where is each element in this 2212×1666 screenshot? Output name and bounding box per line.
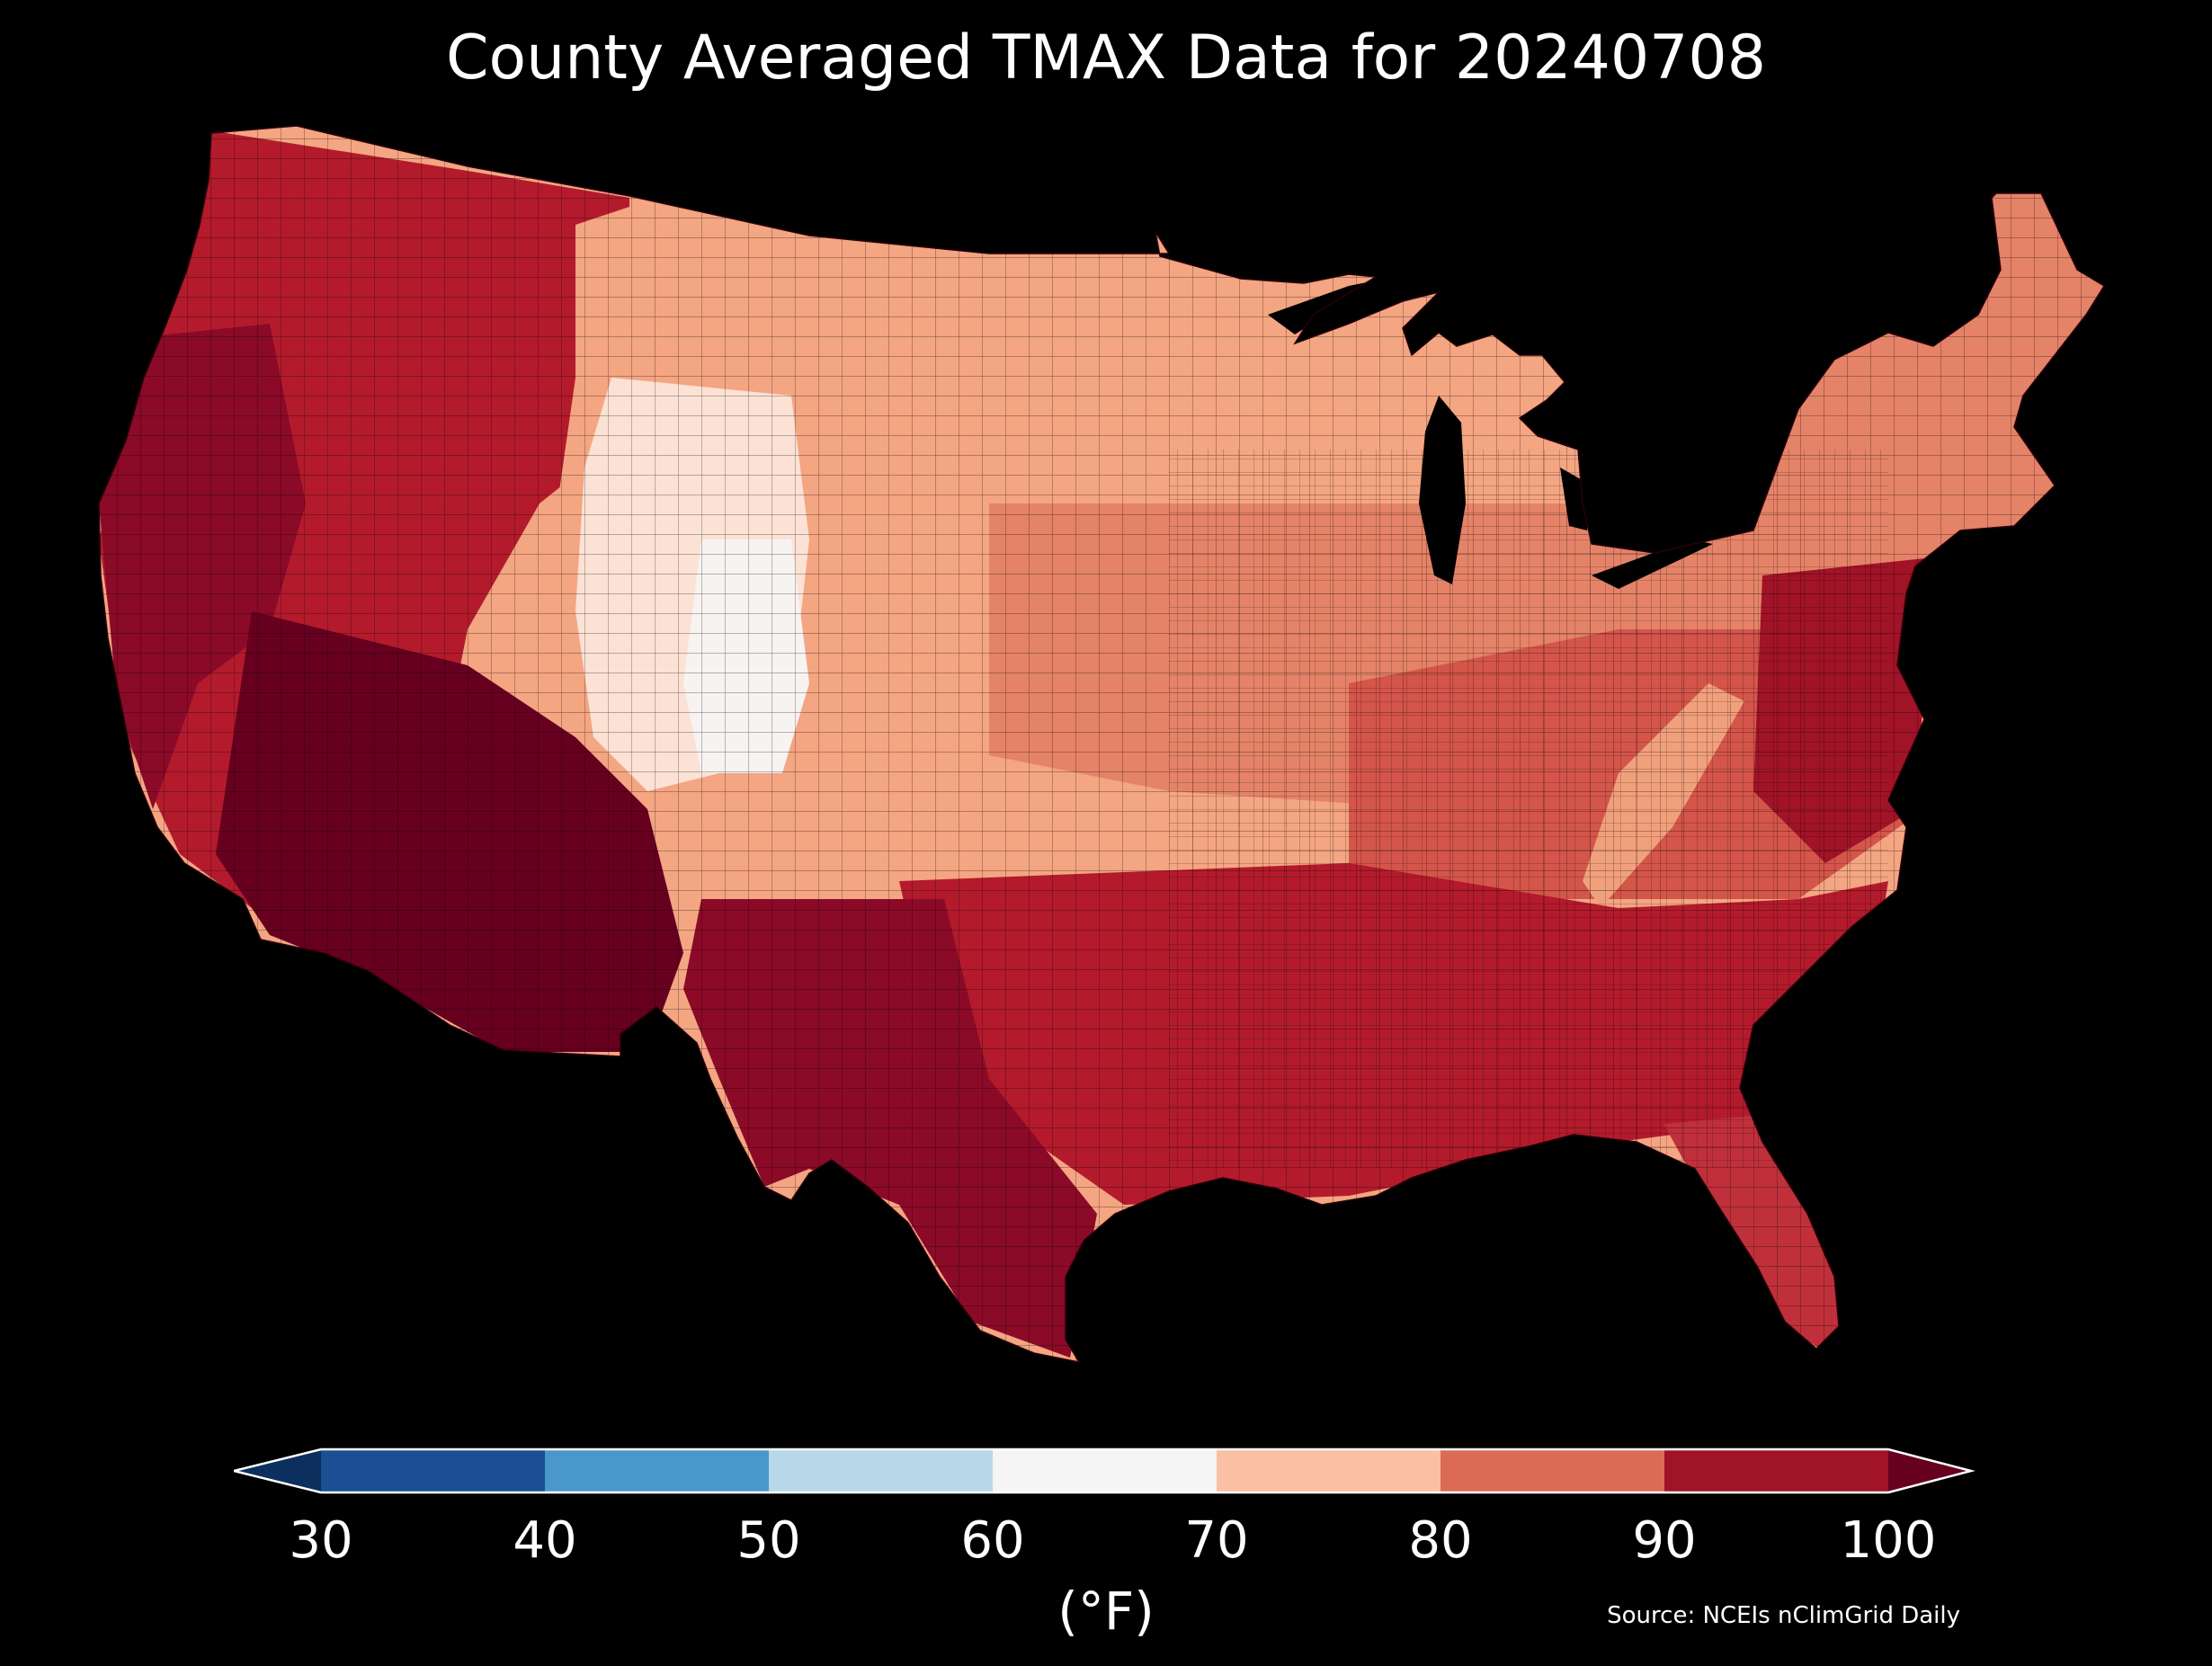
colorbar-bin-90-100 — [1664, 1449, 1889, 1492]
county-fills — [99, 126, 2104, 1362]
colorbar-tick-label: 30 — [289, 1511, 353, 1570]
map-title: County Averaged TMAX Data for 20240708 — [446, 22, 1766, 94]
colorbar-outline — [234, 1448, 1976, 1494]
colorbar-tick-label: 100 — [1840, 1511, 1937, 1570]
colorbar-bin-60-70 — [993, 1449, 1217, 1492]
colorbar-tick-label: 60 — [960, 1511, 1025, 1570]
colorbar-tick-label: 70 — [1184, 1511, 1249, 1570]
colorbar-over-arrow — [1888, 1449, 1971, 1492]
colorbar-bin-80-90 — [1440, 1449, 1665, 1492]
colorbar-tick-label: 90 — [1632, 1511, 1697, 1570]
colorbar-bin-50-60 — [769, 1449, 994, 1492]
colorbar-bin-40-50 — [545, 1449, 770, 1492]
lake-erie — [1592, 539, 1713, 589]
county-boundaries-east — [1169, 450, 1888, 1169]
colorbar-under-arrow — [234, 1449, 321, 1492]
colorbar-bin-70-80 — [1217, 1449, 1441, 1492]
colorbar-bins — [321, 1449, 1889, 1492]
colorbar-bin-30-40 — [321, 1449, 546, 1492]
colorbar — [234, 1448, 1976, 1494]
lake-superior — [1268, 281, 1376, 334]
lake-huron — [1560, 468, 1592, 530]
lake-michigan — [1419, 396, 1466, 584]
source-credit: Source: NCEIs nClimGrid Daily — [1607, 1602, 1960, 1629]
colorbar-units-label: (°F) — [1057, 1581, 1155, 1642]
colorbar-tick-label: 50 — [736, 1511, 801, 1570]
colorbar-tick-label: 40 — [513, 1511, 577, 1570]
choropleth-map — [98, 125, 2105, 1363]
colorbar-tick-label: 80 — [1408, 1511, 1473, 1570]
